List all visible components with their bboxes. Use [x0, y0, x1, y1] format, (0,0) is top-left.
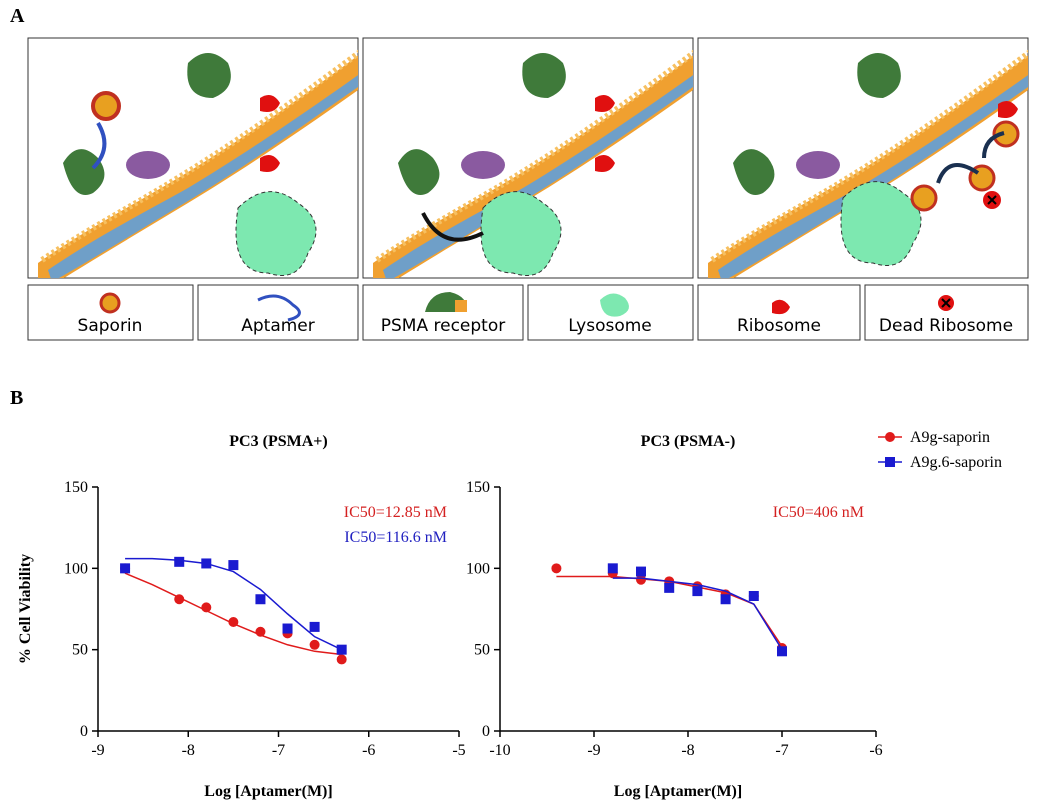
- point: [336, 654, 347, 665]
- annotation: IC50=12.85 nM: [344, 504, 447, 521]
- legend-label: Aptamer: [241, 316, 315, 336]
- diagram-panel: [27, 37, 359, 279]
- point: [748, 590, 759, 601]
- legend-label: A9g-saporin: [910, 429, 990, 446]
- y-tick-label: 0: [80, 723, 88, 740]
- y-tick-label: 150: [466, 479, 490, 496]
- x-tick-label: -6: [869, 742, 882, 759]
- panel-label: A: [10, 5, 25, 27]
- point: [228, 617, 239, 628]
- fit-curve: [124, 572, 342, 656]
- diagram-panel: [697, 37, 1029, 279]
- point: [636, 574, 646, 585]
- y-tick-label: 100: [466, 560, 490, 577]
- fit-curve: [612, 577, 783, 651]
- x-axis-label: Log [Aptamer(M)]: [204, 783, 332, 800]
- annotation: IC50=116.6 nM: [344, 529, 447, 546]
- chart: 0 50 100 150 -9 -8 -7 -6 -5 PC3 (PSMA+) Log [Aptam…: [17, 433, 466, 800]
- legend-marker: [885, 457, 895, 467]
- x-axis-label: Log [Aptamer(M)]: [614, 783, 742, 800]
- chart-title: PC3 (PSMA-): [641, 433, 736, 450]
- point: [720, 594, 731, 605]
- y-tick-label: 50: [72, 642, 88, 659]
- panel-label: B: [10, 387, 23, 409]
- point: [201, 558, 212, 569]
- point: [201, 602, 212, 613]
- x-tick-label: -10: [489, 742, 510, 759]
- annotation: IC50=406 nM: [773, 504, 864, 521]
- y-tick-label: 0: [482, 723, 490, 740]
- point: [174, 594, 185, 605]
- legend-label: Dead Ribosome: [879, 316, 1013, 336]
- point: [777, 646, 787, 657]
- point: [120, 563, 131, 574]
- x-tick-label: -9: [587, 742, 600, 759]
- x-tick-label: -7: [775, 742, 788, 759]
- point: [309, 621, 320, 632]
- chart: 0 50 100 150 -10 -9 -8 -7 -6 PC3 (PSMA-) Log [Apta…: [466, 429, 1002, 800]
- point: [228, 560, 239, 571]
- y-tick-label: 50: [474, 642, 490, 659]
- x-tick-label: -7: [272, 742, 285, 759]
- point: [551, 563, 562, 574]
- point: [607, 563, 618, 574]
- fit-curve: [125, 557, 342, 651]
- point: [309, 639, 320, 650]
- point: [636, 566, 646, 577]
- x-tick-label: -5: [452, 742, 465, 759]
- x-tick-label: -6: [362, 742, 375, 759]
- legend-label: Ribosome: [737, 316, 821, 336]
- point: [692, 586, 703, 597]
- legend-label: Lysosome: [568, 316, 652, 336]
- legend-label: A9g.6-saporin: [910, 454, 1002, 471]
- point: [282, 623, 293, 634]
- point: [255, 594, 266, 605]
- legend-label: PSMA receptor: [381, 316, 505, 336]
- point: [255, 626, 266, 637]
- point: [336, 644, 347, 655]
- diagram-panel: [362, 37, 694, 279]
- chart-title: PC3 (PSMA+): [229, 433, 327, 450]
- point: [664, 582, 675, 593]
- y-tick-label: 100: [64, 560, 88, 577]
- x-tick-label: -9: [91, 742, 104, 759]
- x-tick-label: -8: [681, 742, 694, 759]
- legend-row: Saporin Aptamer PSMA receptor Lysosome R…: [27, 284, 1029, 341]
- point: [174, 556, 185, 567]
- y-tick-label: 150: [64, 479, 88, 496]
- legend-marker: [885, 432, 895, 442]
- legend-label: Saporin: [78, 316, 143, 336]
- y-axis-label: % Cell Viability: [17, 554, 34, 664]
- x-tick-label: -8: [182, 742, 195, 759]
